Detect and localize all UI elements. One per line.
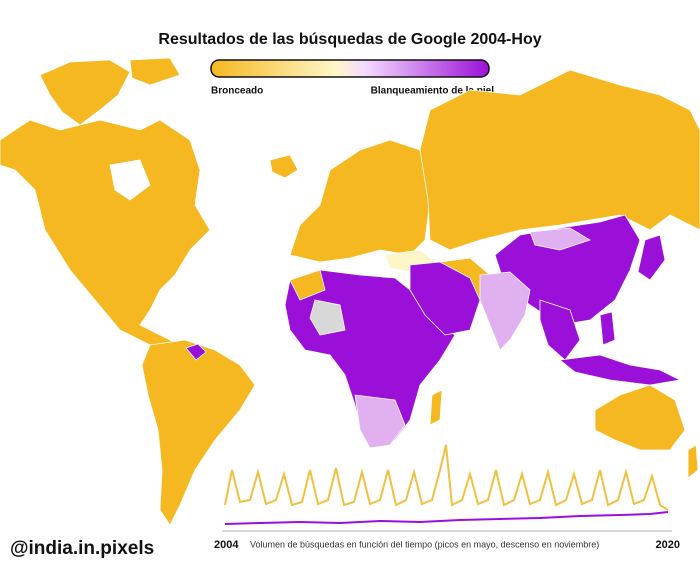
- legend-gradient: [210, 59, 490, 78]
- new-zealand: [687, 444, 699, 479]
- hudson-bay: [109, 159, 151, 201]
- southern-africa: [354, 394, 406, 449]
- mongolia: [529, 227, 591, 251]
- philippines: [599, 311, 616, 346]
- india: [479, 271, 531, 351]
- venezuela: [185, 343, 207, 361]
- europe: [289, 139, 431, 263]
- greenland: [39, 59, 131, 126]
- madagascar: [429, 389, 443, 426]
- no-data-sahel: [309, 299, 346, 336]
- iceland: [269, 154, 299, 179]
- south-america: [141, 339, 256, 526]
- legend-right-label: Blanqueamiento de la piel: [371, 86, 495, 97]
- credit: @india.in.pixels: [10, 538, 154, 559]
- tanning-trend: [224, 444, 669, 511]
- timeline-start: 2004: [214, 539, 239, 551]
- australia: [594, 384, 686, 451]
- timeline-sparkline: [220, 444, 680, 533]
- indonesia: [559, 354, 682, 386]
- whitening-trend: [224, 511, 669, 525]
- legend-left-label: Bronceado: [211, 86, 263, 97]
- title: Resultados de las búsquedas de Google 20…: [158, 31, 541, 48]
- north-america: [0, 119, 211, 353]
- world-map: [0, 57, 700, 526]
- russia-central-asia: [419, 69, 700, 251]
- japan: [637, 234, 666, 281]
- arctic-islands: [129, 57, 181, 86]
- morocco: [289, 269, 326, 301]
- china: [494, 214, 641, 326]
- timeline-end: 2020: [656, 539, 680, 551]
- timeline-caption: Volumen de búsquedas en función del tiem…: [250, 539, 599, 549]
